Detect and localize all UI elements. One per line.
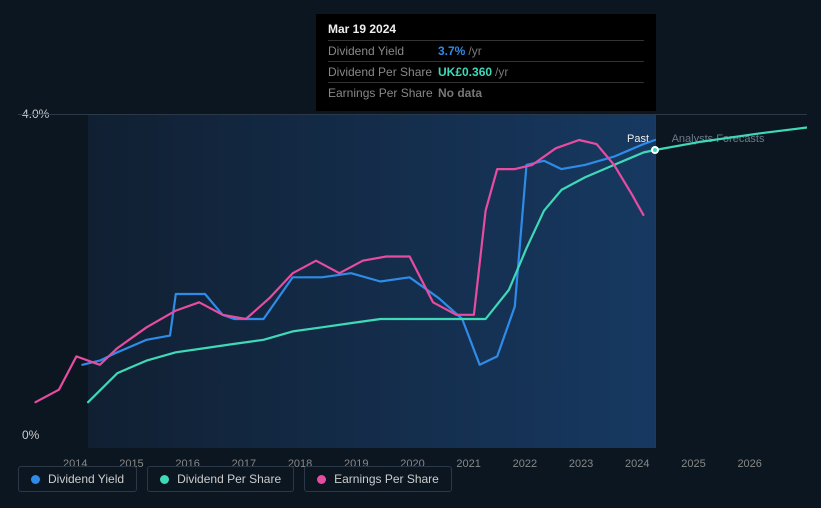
tooltip-row-label: Earnings Per Share	[328, 86, 438, 100]
legend-swatch	[317, 475, 326, 484]
plot-area[interactable]: Past Analysts Forecasts	[18, 114, 807, 448]
legend-swatch	[160, 475, 169, 484]
legend: Dividend Yield Dividend Per Share Earnings…	[18, 466, 452, 492]
tooltip-row-value: UK£0.360	[438, 65, 492, 79]
legend-label: Earnings Per Share	[334, 472, 439, 486]
x-tick-label: 2026	[737, 458, 761, 470]
hover-tooltip: Mar 19 2024 Dividend Yield3.7%/yrDividen…	[316, 14, 656, 111]
x-tick-label: 2024	[625, 458, 649, 470]
series-line	[36, 140, 644, 402]
legend-item[interactable]: Dividend Per Share	[147, 466, 294, 492]
legend-label: Dividend Per Share	[177, 472, 281, 486]
chart-lines-svg	[18, 115, 807, 448]
tooltip-row-value: 3.7%	[438, 44, 465, 58]
tooltip-row-unit: /yr	[468, 44, 481, 58]
tooltip-row-unit: /yr	[495, 65, 508, 79]
dividend-chart: 4.0% 0% Past Analysts Forecasts 20142015…	[18, 108, 807, 448]
legend-swatch	[31, 475, 40, 484]
tooltip-row: Earnings Per ShareNo data	[328, 82, 644, 103]
series-line	[88, 128, 807, 403]
tooltip-row-value: No data	[438, 86, 482, 100]
x-tick-label: 2022	[513, 458, 537, 470]
marker-dot	[651, 146, 659, 154]
tooltip-row-label: Dividend Yield	[328, 44, 438, 58]
tooltip-row: Dividend Per ShareUK£0.360/yr	[328, 61, 644, 82]
legend-label: Dividend Yield	[48, 472, 124, 486]
series-line	[82, 140, 655, 365]
x-tick-label: 2023	[569, 458, 593, 470]
x-tick-label: 2021	[456, 458, 480, 470]
x-tick-label: 2025	[681, 458, 705, 470]
tooltip-row-label: Dividend Per Share	[328, 65, 438, 79]
legend-item[interactable]: Dividend Yield	[18, 466, 137, 492]
tooltip-row: Dividend Yield3.7%/yr	[328, 40, 644, 61]
legend-item[interactable]: Earnings Per Share	[304, 466, 452, 492]
tooltip-date: Mar 19 2024	[328, 22, 644, 40]
